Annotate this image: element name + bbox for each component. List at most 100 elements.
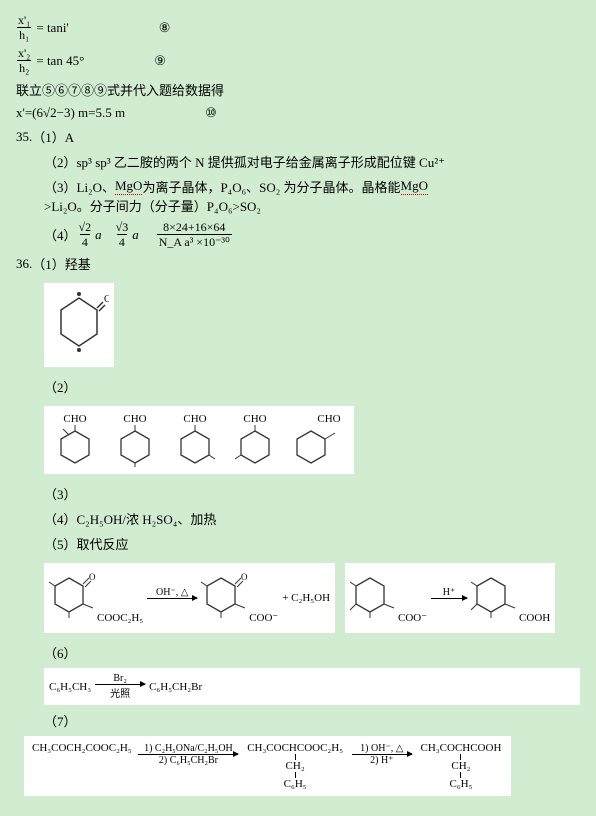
equation-9: x'₂ h₂ = tan 45° ⑨: [16, 47, 580, 74]
cho-4: CHO: [235, 413, 275, 467]
frac-9-den: h₂: [17, 60, 31, 74]
q35-p1-text: （1）A: [32, 127, 74, 146]
svg-text:O: O: [89, 572, 96, 582]
eq9-rhs: = tan 45°: [36, 53, 84, 69]
rxn8-m2: CH₃COCHCOOC₂H₅ CH₂ C₆H₅: [247, 742, 343, 790]
q35-p3c: 为离子晶体，P₄O₆、SO₂ 为分子晶体。晶格能: [142, 177, 400, 196]
rxn6a-arrow: OH⁻, △: [147, 587, 197, 610]
rxn7-rhs: C₆H₅CH₂Br: [149, 681, 202, 693]
q36-p5: （5）取代反应: [44, 534, 580, 553]
rxn8-arrow1: 1) C₂H₅ONa/C₂H₅OH 2) C₆H₅CH₂Br: [138, 743, 238, 766]
rxn7-lhs: C₆H₅CH₃: [49, 681, 91, 693]
rxn8-m2c: C₆H₅: [284, 778, 307, 790]
cho-structures: CHO CHO CHO CHO CHO: [44, 406, 354, 474]
q36-rxn8: CH₃COCH₂COOC₂H₅ 1) C₂H₅ONa/C₂H₅OH 2) C₆H…: [24, 736, 580, 800]
q36-cho-row: CHO CHO CHO CHO CHO: [44, 402, 580, 478]
result-mark: ⑩: [205, 105, 217, 121]
q36-p4: （4）C₂H₅OH/浓 H₂SO₄、加热: [44, 509, 580, 528]
cho-2: CHO: [115, 413, 155, 467]
rxn8-m3a: CH₃COCHCOOH: [421, 742, 502, 754]
q35-f1d: 4: [80, 234, 90, 248]
frac-8: x'₁ h₁: [16, 14, 32, 41]
rxn8-m3: CH₃COCHCOOH CH₂ C₆H₅: [421, 742, 502, 790]
q35-p3e: >Li₂O。分子间力（分子量）P₄O₆>SO₂: [44, 196, 261, 215]
rxn8-m2a: CH₃COCHCOOC₂H₅: [247, 742, 343, 754]
svg-text:O: O: [104, 294, 109, 305]
q35-f2s: a: [132, 227, 139, 243]
combine-line: 联立⑤⑥⑦⑧⑨式并代入题给数据得: [16, 80, 580, 99]
frac-9-num: x'₂: [16, 47, 32, 60]
q36-struct1: O: [44, 279, 580, 371]
cho-1: CHO: [55, 413, 95, 467]
q35-frac1: √2 4: [77, 221, 94, 248]
q35-f2n: √3: [114, 221, 131, 234]
q35-num: 35.: [16, 129, 32, 145]
cho-3-label: CHO: [183, 413, 206, 425]
q36-rxn6: O COOC₂H₅ OH⁻, △ O COO⁻ + C₂H₅OH COO⁻ H⁺…: [44, 559, 580, 637]
result-text: x'=(6√2−3) m=5.5 m: [16, 105, 125, 121]
q35-frac2: √3 4: [114, 221, 131, 248]
q36-p1-text: （1）羟基: [32, 254, 91, 273]
q35-p2: （2）sp³ sp³ 乙二胺的两个 N 提供孤对电子给金属离子形成配位键 Cu²…: [44, 152, 580, 171]
rxn6b-m1: [350, 568, 398, 628]
rxn8-a1bot: 2) C₆H₅CH₂Br: [159, 755, 218, 766]
q35-p3a: （3）Li₂O、: [44, 177, 115, 196]
rxn6b-m2-sub: COOH: [519, 612, 550, 624]
rxn8-box: CH₃COCH₂COOC₂H₅ 1) C₂H₅ONa/C₂H₅OH 2) C₆H…: [24, 736, 511, 796]
rxn6a-box: O COOC₂H₅ OH⁻, △ O COO⁻ + C₂H₅OH: [44, 563, 335, 633]
rxn7-above: Br₂: [113, 673, 127, 684]
q36-p3-label: （3）: [44, 484, 580, 503]
cho-4-label: CHO: [243, 413, 266, 425]
rxn8-a2bot: 2) H⁺: [370, 755, 393, 766]
rxn6a-m2-sub: COO⁻: [249, 611, 278, 624]
q36-p7-label: （7）: [44, 711, 580, 730]
q35-f2d: 4: [117, 234, 127, 248]
q36-p1: 36. （1）羟基: [16, 254, 580, 273]
rxn8-a2top: 1) OH⁻, △: [360, 743, 403, 754]
rxn6a-m1-sub: COOC₂H₅: [97, 612, 143, 624]
rxn8-arrow2: 1) OH⁻, △ 2) H⁺: [352, 743, 412, 766]
rxn8-m3b: CH₂: [451, 760, 470, 772]
q36-rxn7: C₆H₅CH₃ Br₂ 光照 C₆H₅CH₂Br: [44, 668, 580, 705]
cho-1-label: CHO: [63, 413, 86, 425]
q35-f1s: a: [95, 227, 102, 243]
rxn6a-m1: O: [49, 568, 97, 628]
cho-2-label: CHO: [123, 413, 146, 425]
eq9-mark: ⑨: [154, 53, 166, 69]
q35-p1: 35. （1）A: [16, 127, 580, 146]
rxn6b-arrow: H⁺: [431, 587, 467, 610]
rxn8-a1top: 1) C₂H₅ONa/C₂H₅OH: [144, 743, 233, 754]
q35-p4-label: （4）: [44, 225, 77, 244]
rxn6a-m2: O: [201, 568, 249, 628]
rxn8-m1: CH₃COCH₂COOC₂H₅: [32, 742, 132, 754]
cho-3: CHO: [175, 413, 215, 467]
q35-p3b: MgO: [115, 178, 142, 195]
q36-p6-label: （6）: [44, 643, 580, 662]
rxn7-box: C₆H₅CH₃ Br₂ 光照 C₆H₅CH₂Br: [44, 668, 580, 705]
eq8-mark: ⑧: [159, 20, 171, 36]
rxn6b-m1-sub: COO⁻: [398, 611, 427, 624]
rxn8-m3c: C₆H₅: [450, 778, 473, 790]
svg-text:O: O: [241, 572, 248, 582]
cho-5: CHO: [295, 413, 343, 467]
rxn6b-above: H⁺: [443, 587, 456, 598]
rxn8-m2b: CH₂: [286, 760, 305, 772]
rxn6b-box: COO⁻ H⁺ COOH: [345, 563, 555, 633]
q35-p4: （4） √2 4 a √3 4 a 8×24+16×64 N_A a³ ×10⁻…: [44, 221, 580, 248]
rxn7-arrow: Br₂ 光照: [95, 673, 145, 700]
q35-frac3: 8×24+16×64 N_A a³ ×10⁻³⁰: [157, 221, 232, 248]
q35-p3: （3）Li₂O、 MgO 为离子晶体，P₄O₆、SO₂ 为分子晶体。晶格能 Mg…: [44, 177, 580, 215]
q35-f3d: N_A a³ ×10⁻³⁰: [157, 234, 232, 248]
q36-num: 36.: [16, 256, 32, 272]
frac-9: x'₂ h₂: [16, 47, 32, 74]
page-root: x'₁ h₁ = tani' ⑧ x'₂ h₂ = tan 45° ⑨ 联立⑤⑥…: [0, 0, 596, 816]
q36-p2-label: （2）: [44, 377, 580, 396]
rxn6a-plus: + C₂H₅OH: [282, 592, 330, 604]
rxn6a-above: OH⁻, △: [156, 587, 188, 598]
equation-8: x'₁ h₁ = tani' ⑧: [16, 14, 580, 41]
frac-8-num: x'₁: [16, 14, 32, 27]
eq8-rhs: = tani': [36, 20, 68, 36]
rxn7-below: 光照: [110, 685, 130, 700]
cho-5-label: CHO: [317, 413, 340, 425]
cyclohexanone-struct: O: [44, 283, 114, 367]
